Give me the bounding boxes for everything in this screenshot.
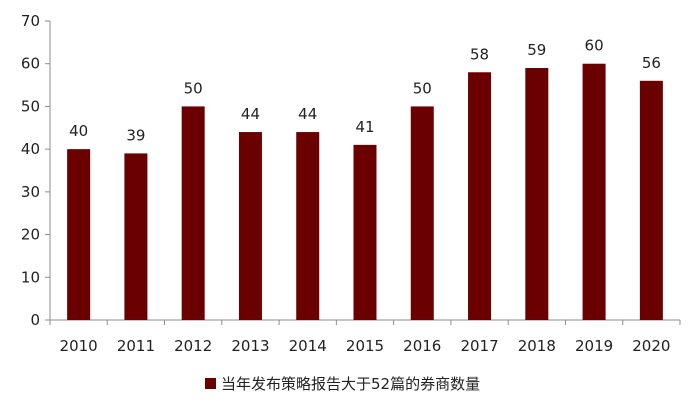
x-tick-label: 2018 — [518, 337, 556, 355]
bar-value-label: 40 — [69, 122, 88, 140]
x-tick-label: 2011 — [117, 337, 155, 355]
bar-value-label: 60 — [585, 37, 604, 55]
y-tick-label: 50 — [21, 97, 40, 115]
bar-value-label: 50 — [413, 79, 432, 97]
legend: 当年发布策略报告大于52篇的券商数量 — [205, 375, 480, 393]
bar — [67, 149, 91, 320]
y-tick-label: 30 — [21, 183, 40, 201]
y-tick-label: 10 — [21, 268, 40, 286]
x-tick-label: 2017 — [460, 337, 498, 355]
x-tick-label: 2019 — [575, 337, 613, 355]
bar-value-label: 44 — [241, 105, 260, 123]
bar — [124, 153, 148, 320]
y-tick-label: 20 — [21, 226, 40, 244]
bar — [525, 67, 549, 320]
bar-value-label: 39 — [126, 126, 145, 144]
x-axis: 2010 2011 2012 2013 2014 2015 2016 2017 2018 2019… — [49, 319, 681, 355]
bar-value-label: 50 — [184, 79, 203, 97]
x-tick-label: 2014 — [289, 337, 327, 355]
bar — [582, 63, 606, 320]
y-axis: 0 10 20 30 40 50 60 70 — [21, 12, 51, 329]
bar-value-label: 56 — [642, 54, 661, 72]
x-tick-label: 2012 — [174, 337, 212, 355]
x-tick-label: 2015 — [346, 337, 384, 355]
legend-swatch — [205, 378, 216, 389]
y-tick-label: 70 — [21, 12, 40, 30]
x-tick-label: 2016 — [403, 337, 441, 355]
y-tick-label: 60 — [21, 55, 40, 73]
bar-value-label: 58 — [470, 45, 489, 63]
y-tick-label: 0 — [30, 311, 40, 329]
bar — [639, 80, 663, 320]
bar — [296, 132, 320, 320]
bar — [468, 72, 492, 320]
x-tick-label: 2013 — [231, 337, 269, 355]
y-tick-label: 40 — [21, 140, 40, 158]
bar — [410, 106, 434, 320]
bar-value-label: 59 — [527, 41, 546, 59]
bar — [353, 144, 377, 320]
x-tick-label: 2020 — [632, 337, 670, 355]
bar — [238, 132, 262, 320]
bars — [67, 63, 663, 320]
bar-value-label: 41 — [355, 118, 374, 136]
x-tick-label: 2010 — [60, 337, 98, 355]
legend-label: 当年发布策略报告大于52篇的券商数量 — [221, 375, 480, 393]
bar-value-label: 44 — [298, 105, 317, 123]
bar — [181, 106, 205, 320]
data-labels: 40 39 50 44 44 41 50 58 59 60 56 — [69, 37, 661, 145]
